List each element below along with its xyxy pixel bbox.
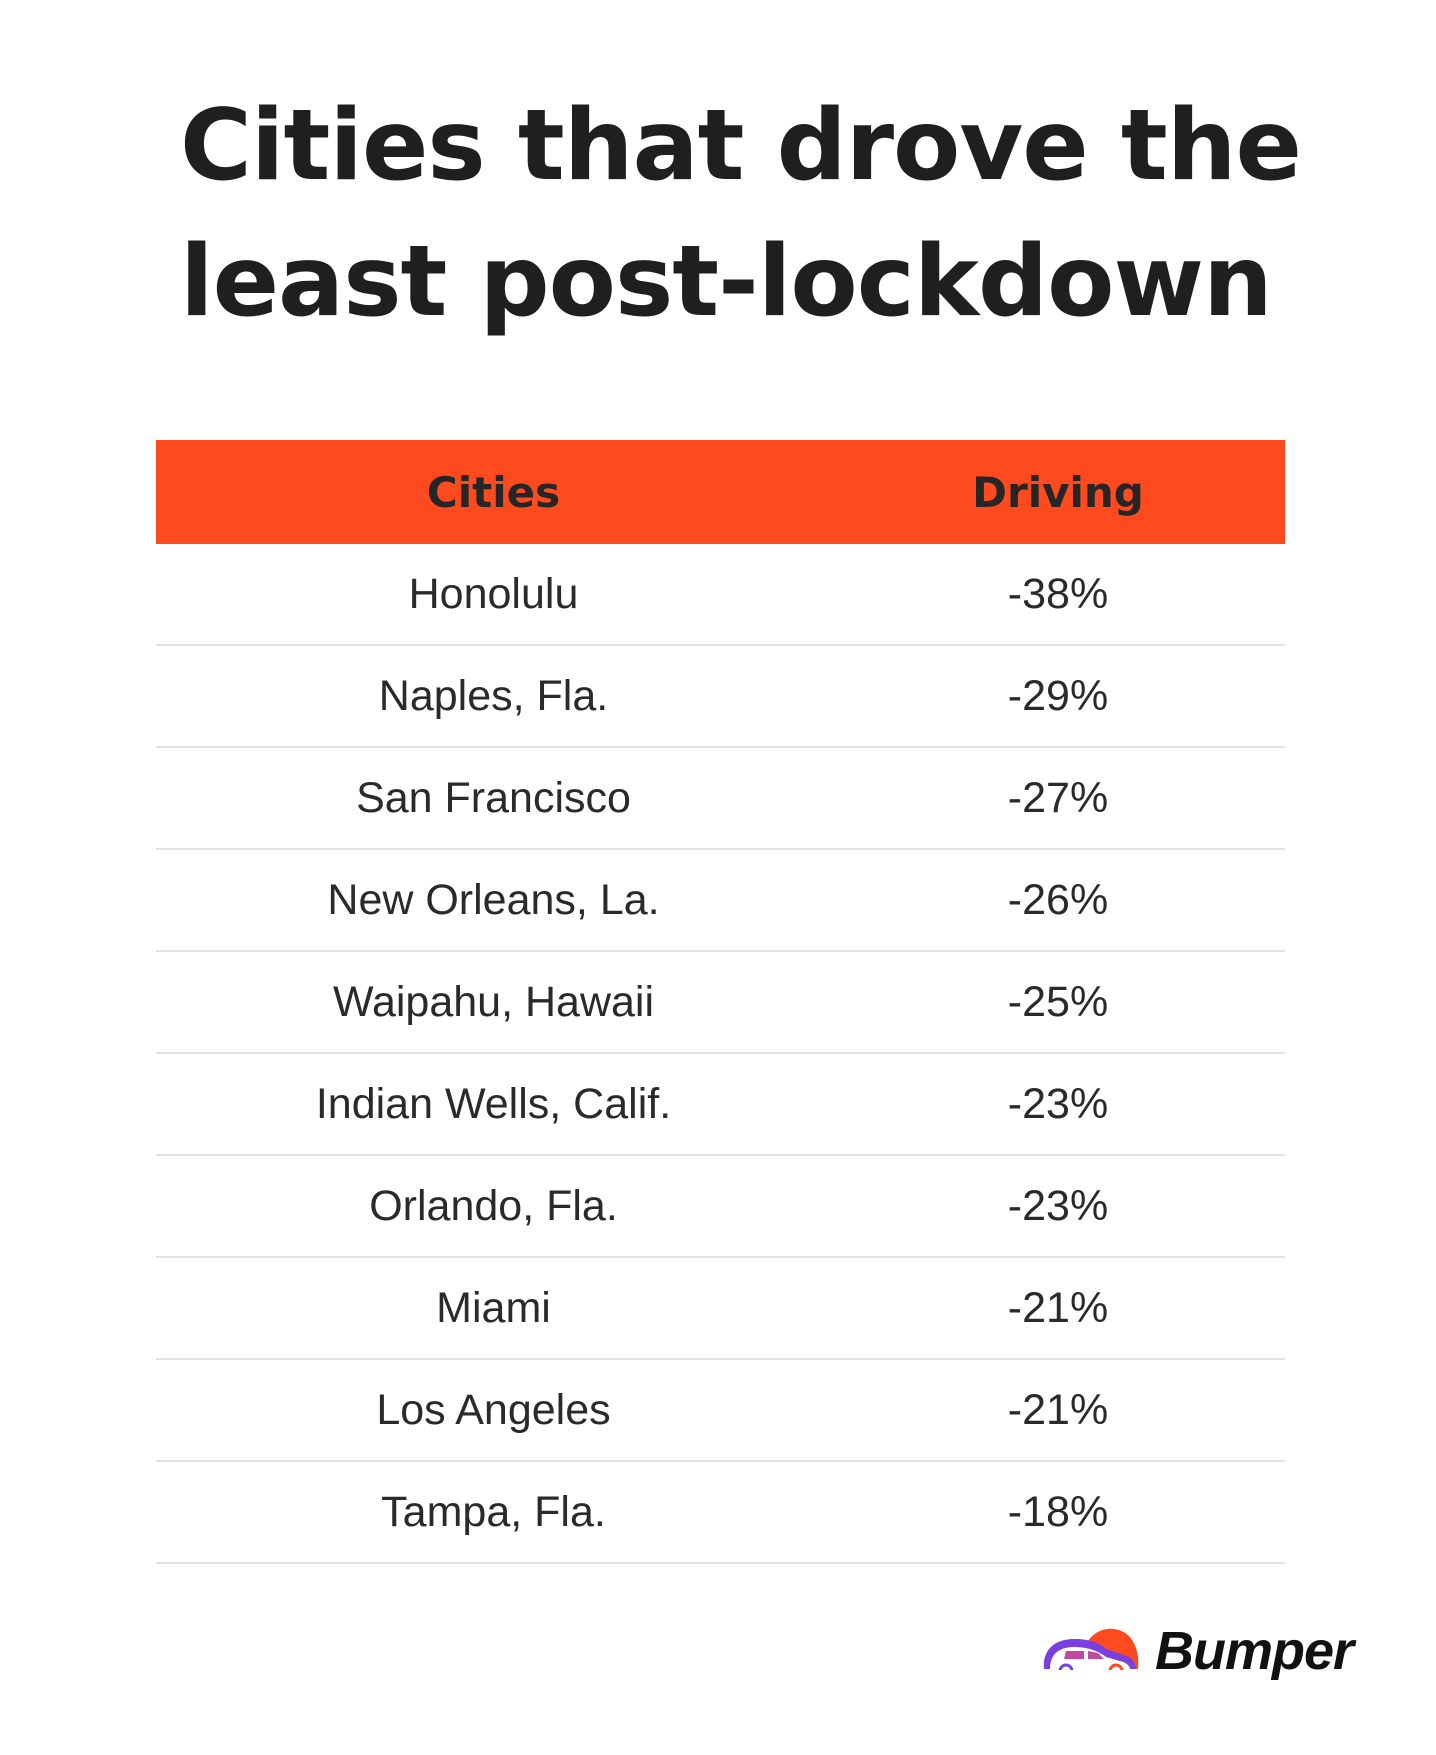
driving-cell: -18% <box>1007 1487 1109 1536</box>
driving-cell: -23% <box>1007 1079 1109 1128</box>
table-row: New Orleans, La. -26% <box>156 850 1285 952</box>
brand-name: Bumper <box>1155 1621 1354 1681</box>
city-cell: Honolulu <box>408 569 579 618</box>
city-cell: Los Angeles <box>376 1385 611 1434</box>
table-row: Tampa, Fla. -18% <box>156 1462 1285 1564</box>
table-row: Honolulu -38% <box>156 544 1285 646</box>
driving-cell: -26% <box>1007 875 1109 924</box>
table-row: Miami -21% <box>156 1258 1285 1360</box>
table-row: Los Angeles -21% <box>156 1360 1285 1462</box>
city-cell: San Francisco <box>356 773 631 822</box>
table-row: Naples, Fla. -29% <box>156 646 1285 748</box>
driving-cell: -25% <box>1007 977 1109 1026</box>
driving-cell: -23% <box>1007 1181 1109 1230</box>
city-cell: Tampa, Fla. <box>381 1487 606 1536</box>
city-cell: Indian Wells, Calif. <box>315 1079 672 1128</box>
table-row: San Francisco -27% <box>156 748 1285 850</box>
driving-cell: -27% <box>1007 773 1109 822</box>
header-cities: Cities <box>426 467 561 517</box>
table-row: Orlando, Fla. -23% <box>156 1156 1285 1258</box>
header-driving: Driving <box>972 467 1144 517</box>
driving-cell: -29% <box>1007 671 1109 720</box>
table-row: Indian Wells, Calif. -23% <box>156 1054 1285 1156</box>
page-title: Cities that drove the least post-lockdow… <box>180 89 1302 339</box>
city-cell: New Orleans, La. <box>327 875 660 924</box>
driving-cell: -38% <box>1007 569 1109 618</box>
table-row: Waipahu, Hawaii -25% <box>156 952 1285 1054</box>
car-logo-icon <box>1040 1628 1145 1677</box>
table-header: Cities Driving <box>156 440 1285 544</box>
city-cell: Waipahu, Hawaii <box>332 977 655 1026</box>
city-cell: Orlando, Fla. <box>369 1181 618 1230</box>
driving-cell: -21% <box>1007 1283 1109 1332</box>
driving-cell: -21% <box>1007 1385 1109 1434</box>
city-cell: Naples, Fla. <box>378 671 609 720</box>
cities-table: Cities Driving Honolulu -38% Naples, Fla. -… <box>156 440 1285 1564</box>
bumper-logo: Bumper <box>1040 1620 1354 1682</box>
city-cell: Miami <box>436 1283 551 1332</box>
